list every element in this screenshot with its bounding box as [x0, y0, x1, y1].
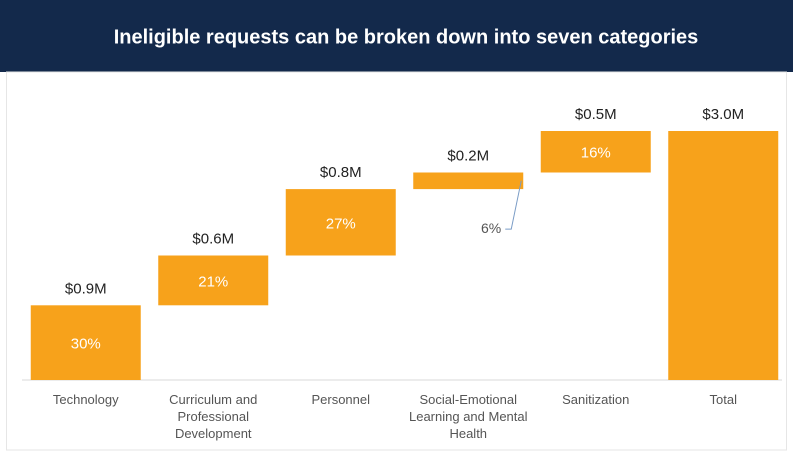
x-tick-label: Total [709, 392, 737, 407]
bar [413, 172, 524, 190]
leader-line [505, 180, 522, 230]
share-label: 30% [71, 336, 101, 353]
frame [6, 71, 787, 451]
share-label: 27% [326, 215, 356, 232]
value-label: $0.5M [575, 106, 617, 123]
value-label: $0.2M [447, 147, 489, 164]
bar [540, 131, 651, 173]
bar [285, 189, 396, 256]
bar [30, 305, 141, 380]
header [0, 0, 793, 72]
share-label: 16% [581, 145, 611, 162]
value-label: $0.9M [65, 280, 107, 297]
bar [668, 131, 779, 380]
x-tick-label: Sanitization [562, 392, 630, 407]
value-label: $3.0M [702, 106, 744, 123]
share-label: 6% [481, 220, 501, 236]
share-label: 21% [198, 273, 228, 290]
x-tick-label: Social-Emotional Learning and Mental Hea… [408, 392, 528, 441]
value-label: $0.8M [320, 164, 362, 181]
x-tick-label: Personnel [311, 392, 371, 407]
bar [158, 255, 269, 306]
value-label: $0.6M [192, 230, 234, 247]
chart-title: Ineligible requests can be broken down i… [114, 26, 699, 48]
x-tick-label: Technology [52, 392, 119, 407]
x-tick-label: Curriculum and Professional Development [169, 392, 258, 441]
